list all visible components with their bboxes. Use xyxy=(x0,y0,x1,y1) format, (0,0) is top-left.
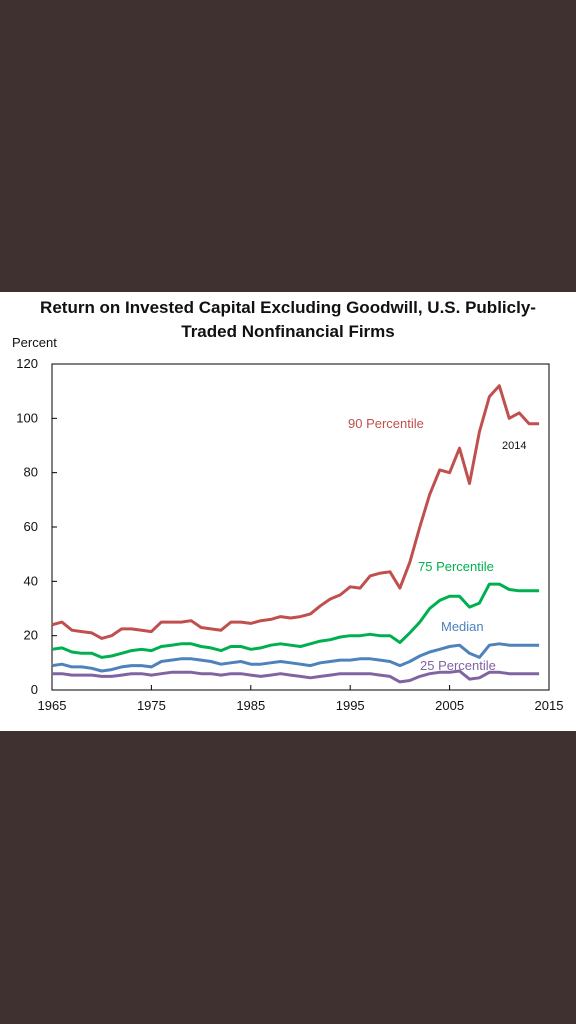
chart-panel: Return on Invested Capital Excluding Goo… xyxy=(0,292,576,731)
series-line-90-percentile xyxy=(51,384,540,640)
series-labels: 90 Percentile 75 Percentile Median 25 Perce… xyxy=(348,416,496,673)
y-tick-label: 0 xyxy=(31,682,38,697)
chart-title-line1: Return on Invested Capital Excluding Goo… xyxy=(40,298,536,317)
series-lines xyxy=(51,384,540,684)
x-tick-label: 1965 xyxy=(38,698,67,713)
series-label-90-percentile: 90 Percentile xyxy=(348,416,424,431)
y-tick-label: 120 xyxy=(16,356,38,371)
x-ticks: 1965 1975 1985 1995 2005 2015 xyxy=(38,685,564,713)
x-tick-label: 2015 xyxy=(535,698,564,713)
x-tick-label: 2005 xyxy=(435,698,464,713)
series-label-75-percentile: 75 Percentile xyxy=(418,559,494,574)
series-line-25-percentile xyxy=(52,669,540,684)
y-tick-label: 60 xyxy=(24,519,38,534)
x-tick-label: 1975 xyxy=(137,698,166,713)
chart-title-line2: Traded Nonfinancial Firms xyxy=(181,322,395,341)
y-tick-label: 100 xyxy=(16,410,38,425)
line-chart: Percent 0 20 40 60 80 100 120 1965 1975 1985 1995… xyxy=(12,335,564,713)
y-tick-label: 80 xyxy=(24,465,38,480)
y-tick-label: 20 xyxy=(24,628,38,643)
y-axis-label: Percent xyxy=(12,335,57,350)
x-tick-label: 1995 xyxy=(336,698,365,713)
series-line-median xyxy=(51,642,540,673)
series-line-75-percentile xyxy=(51,582,540,659)
series-label-25-percentile: 25 Percentile xyxy=(420,658,496,673)
chart-title: Return on Invested Capital Excluding Goo… xyxy=(0,296,576,344)
y-tick-label: 40 xyxy=(24,573,38,588)
series-label-median: Median xyxy=(441,619,484,634)
annotation-2014: 2014 xyxy=(502,440,526,452)
plot-frame xyxy=(51,363,550,691)
x-tick-label: 1985 xyxy=(236,698,265,713)
y-ticks: 0 20 40 60 80 100 120 xyxy=(16,356,57,697)
